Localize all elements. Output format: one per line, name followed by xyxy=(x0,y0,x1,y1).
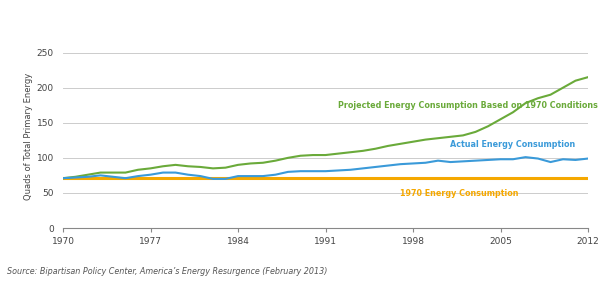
Text: Actual Energy Consumption: Actual Energy Consumption xyxy=(451,140,576,149)
Text: Source: Bipartisan Policy Center, America’s Energy Resurgence (February 2013): Source: Bipartisan Policy Center, Americ… xyxy=(7,267,328,276)
Y-axis label: Quads of Total Primary Energy: Quads of Total Primary Energy xyxy=(23,73,32,200)
Text: 1970 Energy Consumption: 1970 Energy Consumption xyxy=(401,189,519,198)
Text: Projected Energy Consumption Based on 1970 Conditions: Projected Energy Consumption Based on 19… xyxy=(338,101,598,110)
Text: Figure 4: Energy Demand and Supply: Energy Productivity Contribution: Figure 4: Energy Demand and Supply: Ener… xyxy=(7,15,428,25)
